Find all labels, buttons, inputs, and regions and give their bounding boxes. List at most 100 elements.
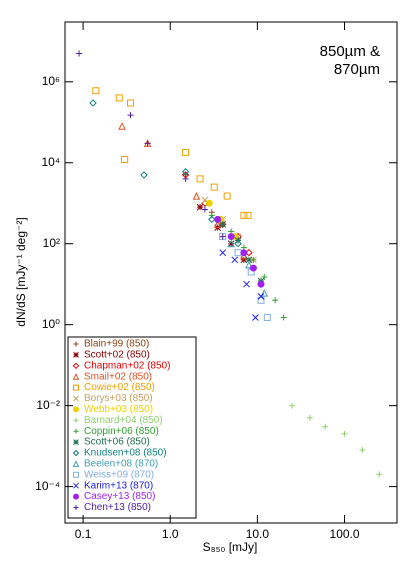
point: [280, 314, 287, 321]
legend-label: Coppin+06 (850): [84, 426, 159, 437]
legend-marker: [73, 417, 79, 423]
point: [359, 447, 366, 454]
legend-label: Knudsen+08 (850): [84, 448, 167, 459]
x-tick-label: 10.0: [246, 527, 270, 541]
point: [181, 168, 190, 176]
point: [289, 402, 296, 409]
point: [245, 260, 253, 269]
point: [223, 192, 231, 200]
point: [182, 175, 189, 182]
legend-label: Blain+99 (850): [84, 339, 149, 350]
point: [219, 249, 227, 257]
legend-marker: [73, 482, 79, 489]
point: [227, 240, 235, 248]
legend-label: Barnard+04 (850): [84, 415, 163, 426]
point: [210, 183, 218, 191]
point: [227, 233, 235, 241]
point: [140, 171, 148, 179]
point: [249, 264, 257, 272]
point: [208, 215, 216, 224]
legend-label: Cowie+02 (850): [84, 382, 155, 393]
point: [201, 206, 208, 213]
legend-box: [67, 336, 197, 519]
legend-marker: [73, 505, 79, 510]
point: [219, 233, 226, 240]
point: [205, 199, 213, 207]
point: [341, 430, 348, 437]
point: [214, 215, 222, 223]
legend-marker: [72, 373, 80, 380]
point: [243, 280, 250, 288]
y-tick-label: 10⁰: [42, 317, 60, 331]
point: [121, 156, 129, 164]
point: [257, 293, 265, 300]
point: [76, 50, 83, 57]
legend-marker: [72, 460, 80, 467]
legend-label: Webb+03 (850): [84, 404, 153, 415]
point: [92, 87, 100, 95]
point: [144, 140, 151, 147]
point: [115, 94, 123, 102]
point: [182, 148, 190, 156]
point: [306, 414, 313, 421]
legend-marker: [73, 352, 79, 358]
point: [257, 296, 265, 304]
y-axis-label: dN/dS [mJy⁻¹ deg⁻²]: [14, 217, 28, 326]
legend-marker: [73, 471, 79, 478]
point: [257, 280, 265, 288]
chart-title: 850µm &: [320, 43, 380, 60]
x-axis-label: S₈₅₀ [mJy]: [203, 540, 258, 554]
x-tick-label: 1.0: [162, 527, 179, 541]
y-tick-label: 10⁶: [42, 74, 60, 88]
y-tick-label: 10²: [43, 236, 60, 250]
point: [245, 256, 253, 264]
legend-marker: [73, 395, 79, 402]
point: [240, 256, 248, 264]
point: [234, 240, 242, 248]
legend-marker: [73, 439, 79, 445]
point: [263, 314, 271, 322]
point: [244, 211, 252, 219]
point: [219, 221, 227, 228]
legend-marker: [73, 406, 79, 413]
legend-label: Karim+13 (870): [84, 480, 153, 491]
point: [240, 211, 248, 219]
point: [227, 239, 235, 248]
point: [231, 256, 239, 264]
y-tick-label: 10⁻²: [36, 398, 60, 412]
legend-label: Chen+13 (850): [84, 502, 151, 513]
x-tick-label: 100.0: [330, 527, 360, 541]
chart-title: 870µm: [334, 61, 380, 78]
legend-label: Casey+13 (850): [84, 491, 155, 502]
point: [376, 471, 383, 478]
x-tick-label: 0.1: [75, 527, 92, 541]
point: [218, 220, 227, 229]
legend-marker: [72, 362, 80, 370]
plot-frame: [64, 21, 398, 524]
legend-marker: [73, 341, 79, 347]
point: [252, 314, 259, 321]
point: [213, 220, 222, 228]
point: [322, 423, 329, 430]
legend-label: Borys+03 (850): [84, 393, 153, 404]
legend-label: Chapman+02 (850): [84, 360, 170, 371]
legend-label: Scott+06 (850): [84, 437, 150, 448]
legend-label: Scott+02 (850): [84, 350, 150, 361]
legend-marker: [72, 449, 80, 457]
legend-label: Weiss+09 (870): [84, 469, 154, 480]
point: [234, 249, 242, 257]
legend-label: Smail+02 (850): [84, 371, 152, 382]
y-tick-label: 10⁻⁴: [35, 479, 60, 493]
legend-label: Beelen+08 (870): [84, 459, 158, 470]
legend-marker: [73, 384, 79, 391]
point: [127, 112, 134, 119]
point: [192, 191, 201, 200]
point: [240, 251, 248, 260]
legend-marker: [73, 428, 79, 434]
legend-marker: [73, 493, 79, 500]
point: [89, 99, 97, 107]
point: [196, 175, 204, 183]
point: [118, 122, 126, 130]
point: [272, 297, 279, 304]
